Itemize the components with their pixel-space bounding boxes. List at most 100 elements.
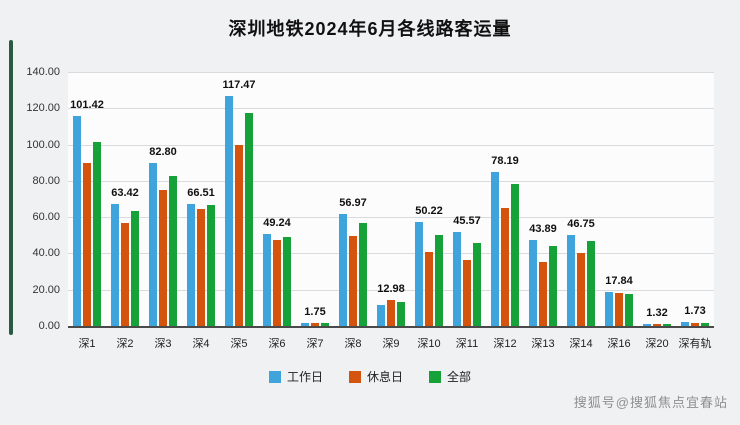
bar-全部 — [245, 113, 253, 326]
y-axis-label: 120.00 — [26, 102, 60, 114]
value-label: 50.22 — [415, 205, 443, 217]
value-label: 66.51 — [187, 187, 215, 199]
value-label: 1.73 — [684, 305, 706, 317]
x-axis-label: 深1 — [78, 338, 96, 350]
y-axis-label: 60.00 — [32, 211, 60, 223]
x-axis-label: 深10 — [417, 338, 441, 350]
x-axis-label: 深14 — [569, 338, 593, 350]
value-label: 101.42 — [70, 99, 104, 111]
legend-label: 工作日 — [286, 370, 323, 384]
legend-label: 休息日 — [366, 370, 403, 384]
bar-休息日 — [235, 145, 243, 326]
bar-工作日 — [225, 96, 233, 326]
bar-全部 — [283, 237, 291, 326]
y-axis-label: 100.00 — [26, 139, 60, 151]
x-axis-line — [68, 326, 714, 328]
bar-休息日 — [83, 163, 91, 326]
x-axis-label: 深3 — [154, 338, 172, 350]
bar-工作日 — [491, 172, 499, 326]
gridline — [68, 290, 714, 291]
gridline — [68, 181, 714, 182]
bar-休息日 — [501, 208, 509, 326]
bar-休息日 — [653, 324, 661, 326]
bar-工作日 — [111, 204, 119, 326]
value-label: 1.75 — [304, 306, 326, 318]
value-label: 78.19 — [491, 155, 519, 167]
legend-swatch-icon — [429, 370, 441, 383]
bar-休息日 — [463, 260, 471, 326]
bar-工作日 — [263, 234, 271, 326]
value-label: 45.57 — [453, 215, 481, 227]
x-axis-label: 深6 — [268, 338, 286, 350]
bar-工作日 — [529, 240, 537, 326]
legend-item-休息日: 休息日 — [348, 368, 403, 385]
x-axis-label: 深12 — [493, 338, 517, 350]
y-axis-label: 0.00 — [38, 320, 60, 332]
watermark: 搜狐号@搜狐焦点宜春站 — [573, 395, 728, 410]
bar-休息日 — [387, 300, 395, 326]
bar-工作日 — [73, 116, 81, 326]
bar-全部 — [131, 211, 139, 326]
bar-休息日 — [121, 223, 129, 326]
x-axis-label: 深5 — [230, 338, 248, 350]
bar-工作日 — [187, 204, 195, 326]
bar-全部 — [663, 324, 671, 326]
bar-休息日 — [159, 190, 167, 326]
x-axis-label: 深2 — [116, 338, 134, 350]
x-axis-label: 深有轨 — [678, 338, 712, 350]
chart-legend: 工作日 休息日 全部 — [0, 368, 740, 385]
value-label: 46.75 — [567, 218, 595, 230]
value-label: 82.80 — [149, 146, 177, 158]
bar-工作日 — [605, 292, 613, 326]
left-accent-stripe — [9, 40, 13, 335]
bar-休息日 — [539, 262, 547, 326]
gridline — [68, 108, 714, 109]
value-label: 43.89 — [529, 223, 557, 235]
bar-工作日 — [415, 222, 423, 326]
bar-全部 — [435, 235, 443, 326]
value-label: 63.42 — [111, 187, 139, 199]
bar-全部 — [511, 184, 519, 326]
bar-休息日 — [691, 323, 699, 326]
y-axis-label: 40.00 — [32, 247, 60, 259]
x-axis-label: 深11 — [455, 338, 479, 350]
bar-工作日 — [339, 214, 347, 326]
y-axis-label: 140.00 — [26, 66, 60, 78]
bar-全部 — [473, 243, 481, 326]
value-label: 117.47 — [222, 79, 256, 91]
gridline — [68, 72, 714, 73]
bar-休息日 — [425, 252, 433, 326]
value-label: 17.84 — [605, 275, 633, 287]
value-label: 49.24 — [263, 217, 291, 229]
value-label: 12.98 — [377, 283, 405, 295]
bar-休息日 — [615, 293, 623, 326]
bar-全部 — [359, 223, 367, 326]
bar-工作日 — [567, 235, 575, 326]
bar-休息日 — [577, 253, 585, 326]
bar-工作日 — [377, 305, 385, 326]
chart-title: 深圳地铁2024年6月各线路客运量 — [228, 19, 512, 39]
bar-全部 — [549, 246, 557, 326]
value-label: 56.97 — [339, 197, 367, 209]
bar-工作日 — [453, 232, 461, 326]
gridline — [68, 145, 714, 146]
x-axis-label: 深9 — [382, 338, 400, 350]
bar-全部 — [701, 323, 709, 326]
legend-item-工作日: 工作日 — [268, 368, 323, 385]
legend-item-全部: 全部 — [429, 368, 471, 385]
x-axis-label: 深16 — [607, 338, 631, 350]
bar-休息日 — [311, 323, 319, 326]
x-axis-label: 深13 — [531, 338, 555, 350]
y-axis-label: 20.00 — [32, 284, 60, 296]
gridline — [68, 253, 714, 254]
legend-label: 全部 — [447, 370, 472, 384]
value-label: 1.32 — [646, 307, 668, 319]
legend-swatch-icon — [348, 370, 361, 383]
y-axis-label: 80.00 — [32, 175, 60, 187]
bar-全部 — [625, 294, 633, 326]
bar-全部 — [397, 302, 405, 326]
x-axis-label: 深4 — [192, 338, 210, 350]
legend-swatch-icon — [268, 370, 281, 383]
x-axis-label: 深8 — [344, 338, 362, 350]
